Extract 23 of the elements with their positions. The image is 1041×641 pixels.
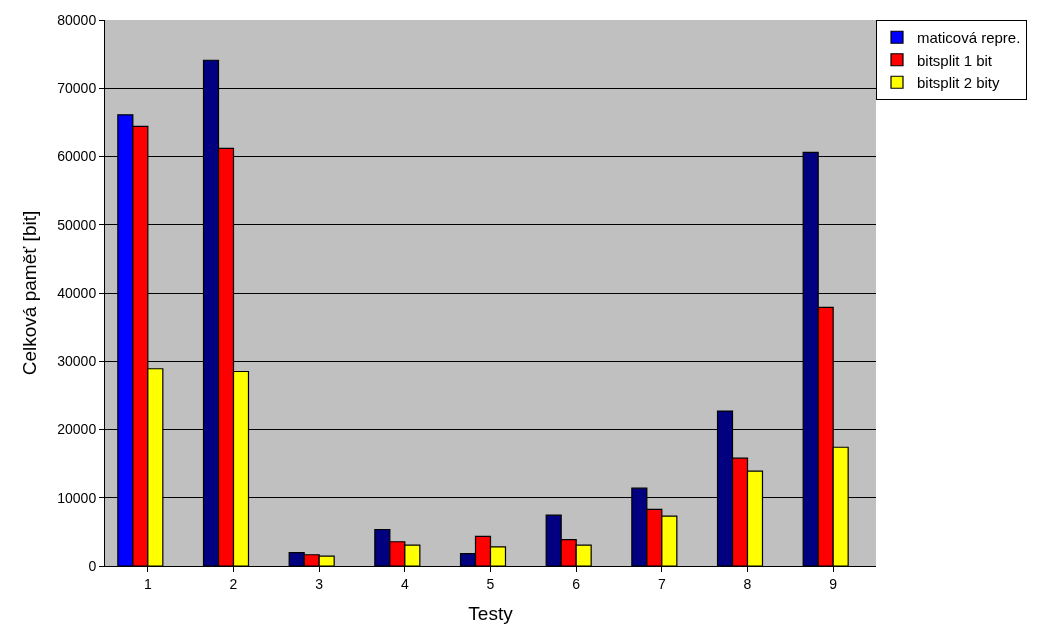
legend-label: bitsplit 1 bit <box>917 51 993 69</box>
y-axis-title: Celková paměť [bit] <box>19 210 41 376</box>
legend-label: bitsplit 2 bity <box>917 74 1001 92</box>
y-tick-label: 30000 <box>57 353 97 370</box>
x-tick-label: 4 <box>400 575 409 592</box>
y-tick-label: 50000 <box>57 216 97 233</box>
x-tick-label: 9 <box>829 575 838 592</box>
x-tick-label: 2 <box>229 575 238 592</box>
y-tick-label: 70000 <box>57 80 97 97</box>
y-tick-label: 40000 <box>57 284 97 301</box>
y-tick-label: 80000 <box>57 11 97 28</box>
x-tick-label: 6 <box>572 575 581 592</box>
x-tick-label: 3 <box>315 575 324 592</box>
x-tick-label: 7 <box>657 575 666 592</box>
y-tick-label: 0 <box>88 557 97 574</box>
x-tick-label: 5 <box>486 575 495 592</box>
legend-label: maticová repre. <box>917 29 1021 47</box>
y-tick-label: 10000 <box>57 489 97 506</box>
y-tick-label: 60000 <box>57 148 97 165</box>
y-tick-label: 20000 <box>57 421 97 438</box>
x-axis-title: Testy <box>468 602 514 624</box>
x-tick-label: 1 <box>143 575 152 592</box>
x-tick-label: 8 <box>743 575 752 592</box>
